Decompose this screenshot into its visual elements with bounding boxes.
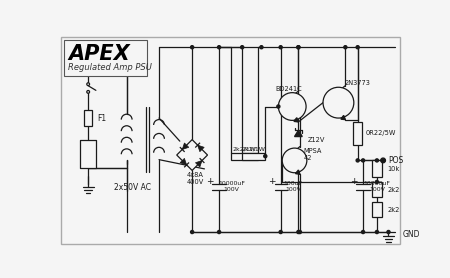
Polygon shape xyxy=(198,145,204,152)
Circle shape xyxy=(191,230,193,234)
Polygon shape xyxy=(182,143,189,150)
Text: POS: POS xyxy=(388,156,404,165)
Text: APEX: APEX xyxy=(68,44,130,64)
Circle shape xyxy=(279,93,306,120)
Circle shape xyxy=(297,230,300,234)
Circle shape xyxy=(356,46,359,49)
Text: 2x50V AC: 2x50V AC xyxy=(114,183,151,192)
Circle shape xyxy=(361,230,364,234)
Polygon shape xyxy=(177,140,207,170)
Bar xyxy=(81,140,96,168)
Bar xyxy=(372,160,382,177)
Circle shape xyxy=(361,159,364,162)
Circle shape xyxy=(191,46,193,49)
Circle shape xyxy=(323,87,354,118)
Bar xyxy=(84,110,92,126)
Bar xyxy=(353,122,362,145)
Circle shape xyxy=(375,159,378,162)
Text: 2k2: 2k2 xyxy=(388,207,400,213)
Text: 10k: 10k xyxy=(388,166,400,172)
Circle shape xyxy=(282,148,307,173)
Polygon shape xyxy=(294,118,298,122)
Circle shape xyxy=(381,158,385,163)
Bar xyxy=(231,153,257,160)
Circle shape xyxy=(344,46,347,49)
Circle shape xyxy=(279,230,282,234)
Bar xyxy=(242,153,266,160)
Bar xyxy=(372,202,382,217)
Text: +: + xyxy=(350,177,358,187)
Circle shape xyxy=(260,46,263,49)
Circle shape xyxy=(217,230,220,234)
Circle shape xyxy=(217,46,220,49)
Text: 2N3773: 2N3773 xyxy=(345,80,370,86)
Circle shape xyxy=(375,180,378,183)
Text: 2k2/1W: 2k2/1W xyxy=(233,146,256,151)
Circle shape xyxy=(87,91,90,93)
Circle shape xyxy=(297,46,300,49)
Circle shape xyxy=(375,230,378,234)
Circle shape xyxy=(87,83,90,86)
Polygon shape xyxy=(295,130,302,136)
Text: 2k2/1W: 2k2/1W xyxy=(242,146,266,151)
Text: +: + xyxy=(269,177,276,187)
Circle shape xyxy=(264,155,267,158)
Text: GND: GND xyxy=(402,230,420,239)
Text: MPSA
42: MPSA 42 xyxy=(304,148,322,161)
Circle shape xyxy=(297,46,300,49)
Bar xyxy=(372,182,382,197)
Text: 10000uF
100V: 10000uF 100V xyxy=(364,181,391,192)
Polygon shape xyxy=(296,170,300,174)
Text: ON/OFF: ON/OFF xyxy=(87,69,116,78)
Text: F1: F1 xyxy=(97,113,107,123)
Text: Regulated Amp PSU: Regulated Amp PSU xyxy=(68,63,152,72)
Polygon shape xyxy=(341,115,345,120)
Text: +: + xyxy=(206,177,214,187)
Polygon shape xyxy=(195,160,202,167)
Text: 4x8A
400V: 4x8A 400V xyxy=(187,172,204,185)
Bar xyxy=(63,39,147,76)
Text: Z12V: Z12V xyxy=(308,136,325,143)
Circle shape xyxy=(241,46,244,49)
Circle shape xyxy=(387,230,390,234)
Polygon shape xyxy=(180,158,187,165)
Circle shape xyxy=(298,230,302,234)
Text: 0R22/5W: 0R22/5W xyxy=(365,130,396,136)
Circle shape xyxy=(356,159,359,162)
Circle shape xyxy=(277,105,280,108)
Text: 2k2: 2k2 xyxy=(388,187,400,193)
Text: 100uF
100V: 100uF 100V xyxy=(284,181,302,192)
Text: BD241C: BD241C xyxy=(276,86,302,92)
Circle shape xyxy=(279,46,282,49)
Text: 10000uF
100V: 10000uF 100V xyxy=(218,181,245,192)
